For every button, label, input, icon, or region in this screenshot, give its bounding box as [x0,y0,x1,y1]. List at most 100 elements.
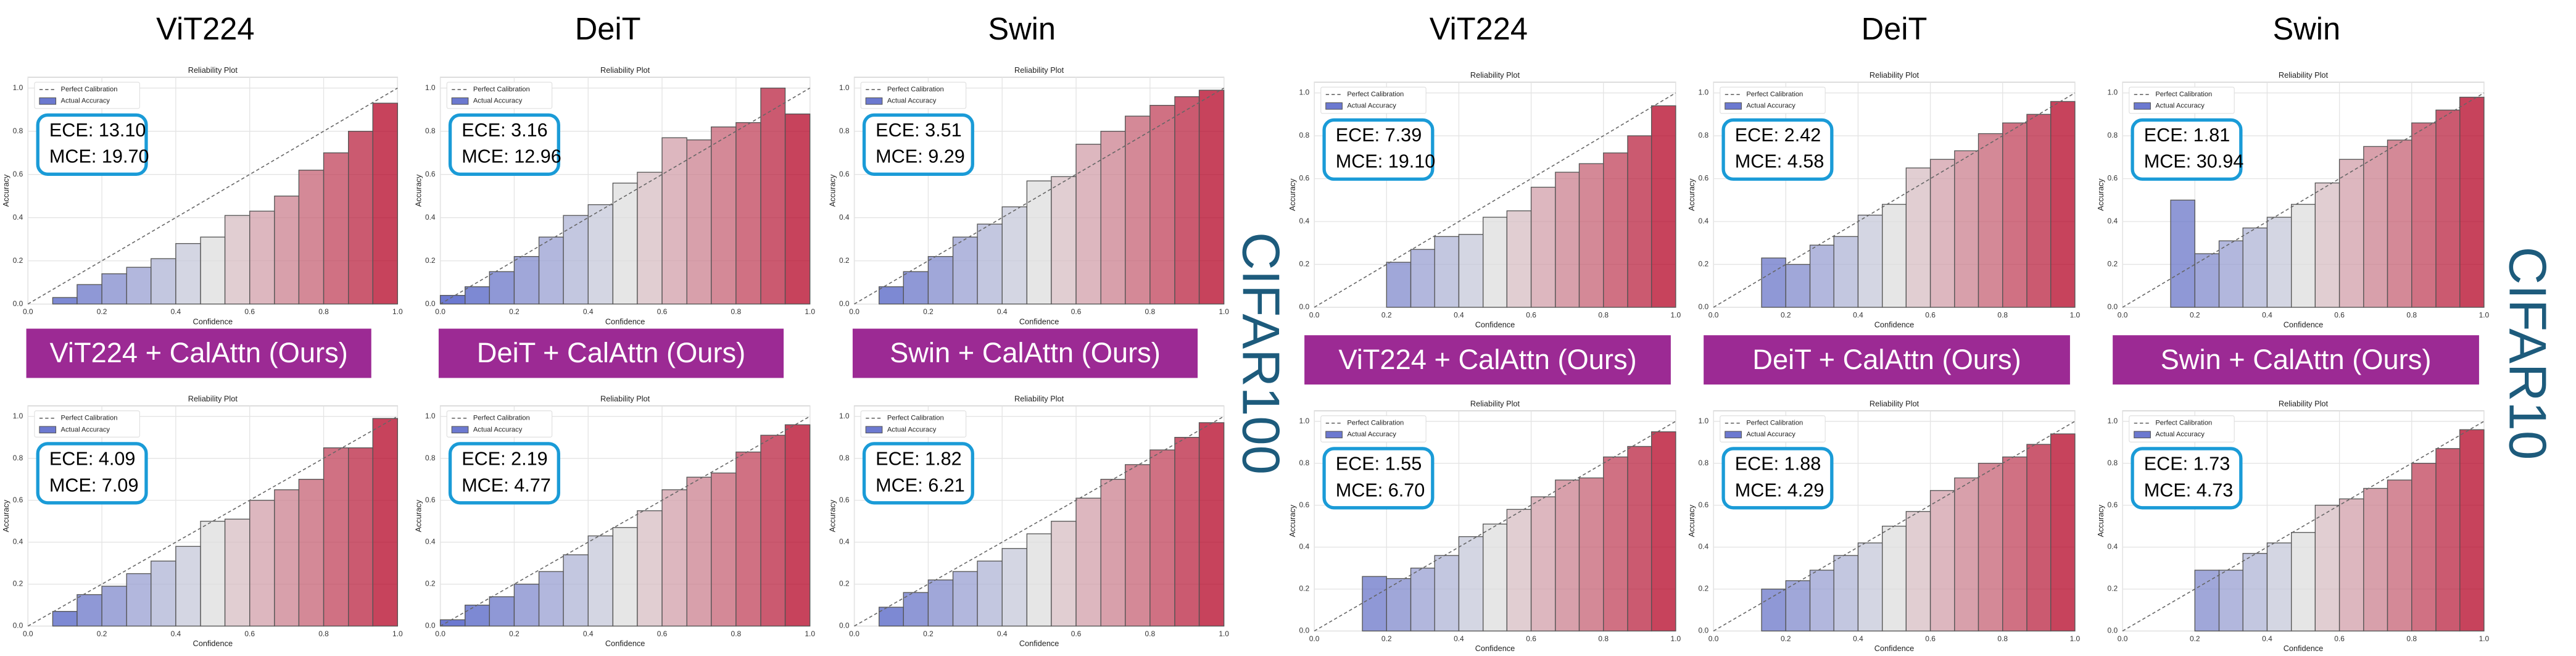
bar [2314,504,2340,632]
bar [1555,480,1580,632]
bar [126,573,152,627]
legend-swatch [39,97,57,105]
bar [1125,115,1151,305]
bar [249,499,275,627]
bar [439,619,466,627]
y-tick-label: 0.8 [2107,459,2118,467]
bar [2050,433,2076,632]
x-tick-label: 0.8 [318,629,329,638]
bar [1578,163,1604,308]
x-tick-label: 1.0 [2479,634,2490,643]
bar [1833,236,1859,308]
chart-title: Reliability Plot [188,65,238,75]
dataset-label: CIFAR10 [2498,247,2556,460]
bar [1001,206,1028,305]
bar [52,297,78,305]
x-tick-label: 0.2 [1781,634,1791,643]
x-tick-label: 1.0 [2070,634,2081,643]
y-tick-label: 0.8 [425,127,436,135]
chart-title: Reliability Plot [600,394,650,403]
legend-swatch [2134,102,2151,110]
bar [2002,122,2027,308]
banner-text: ViT224 + CalAttn (Ours) [50,337,348,368]
bar [1386,262,1412,308]
x-tick-label: 1.0 [805,307,815,316]
y-tick-label: 0.0 [13,299,23,308]
y-tick-label: 0.8 [1698,131,1708,139]
bar [1650,105,1676,308]
x-tick-label: 0.0 [435,629,445,638]
y-tick-label: 0.2 [425,579,436,588]
y-tick-label: 1.0 [1698,88,1708,97]
perfect-calibration-line [854,416,1225,627]
bar [1026,533,1052,627]
perfect-calibration-line [27,87,398,305]
y-tick-label: 1.0 [13,83,23,92]
legend-box [34,81,140,109]
bar [224,518,251,627]
bar [489,271,515,305]
bar [1761,588,1786,632]
bar [1785,580,1811,632]
chart-title: Reliability Plot [1870,399,1920,408]
legend-swatch [865,97,883,105]
bar [1410,249,1435,308]
y-tick-label: 0.8 [425,454,436,462]
y-tick-label: 1.0 [425,412,436,420]
legend-label: Actual Accuracy [2155,431,2205,438]
y-tick-label: 0.4 [1299,542,1309,551]
x-tick-label: 0.4 [1853,634,1863,643]
bar [977,560,1003,627]
perfect-calibration-line [1314,92,1676,308]
x-axis-label: Confidence [1019,317,1059,326]
y-axis-label: Accuracy [2096,178,2105,211]
x-tick-label: 0.2 [1381,310,1392,319]
bar [1386,578,1412,632]
x-axis-label: Confidence [193,639,233,648]
bar [2459,96,2485,308]
metric-text: ECE: 7.39 [1336,125,1422,146]
x-tick-label: 0.0 [1708,310,1719,319]
legend-label: Perfect Calibration [1347,91,1404,98]
bar [52,611,78,627]
legend-swatch [865,426,883,434]
y-tick-label: 0.0 [13,621,23,630]
bar [1882,204,1907,308]
x-tick-label: 1.0 [2479,310,2490,319]
x-tick-label: 0.2 [1781,310,1791,319]
metric-text: MCE: 6.21 [876,475,965,496]
bar [2194,570,2220,632]
legend-box [446,81,553,109]
bar [323,447,349,627]
banner-text: Swin + CalAttn (Ours) [890,337,1161,368]
x-tick-label: 0.0 [849,307,859,316]
bar [735,451,761,627]
x-tick-label: 0.6 [244,307,255,316]
metric-text: ECE: 2.42 [1735,125,1821,146]
y-axis-label: Accuracy [2096,504,2105,537]
bar [1603,152,1628,308]
bar [1882,525,1907,632]
y-tick-label: 0.0 [1698,302,1708,311]
bar [101,586,127,627]
bar [903,271,929,305]
bar [200,520,226,627]
bar [1506,509,1532,632]
bar [1001,548,1028,627]
bar [1954,477,1979,632]
x-tick-label: 0.4 [583,629,594,638]
banner [852,328,1198,378]
y-tick-label: 0.6 [2107,500,2118,509]
y-tick-label: 0.4 [2107,217,2118,225]
column-title: ViT224 [1430,11,1528,46]
x-tick-label: 0.2 [97,307,107,316]
bar [151,258,176,305]
y-tick-label: 0.8 [839,454,850,462]
y-tick-label: 1.0 [1299,417,1309,425]
bar [2435,109,2461,308]
bar [1555,172,1580,308]
y-tick-label: 1.0 [839,83,850,92]
x-tick-label: 1.0 [1671,310,1681,319]
bar [1603,456,1628,632]
